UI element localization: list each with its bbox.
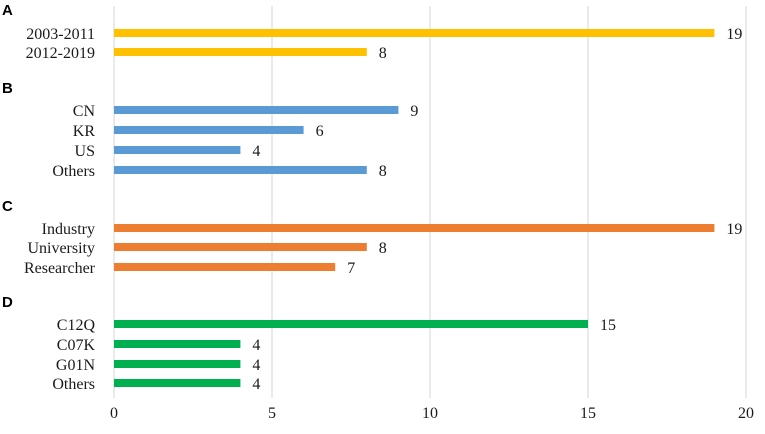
- bar: [114, 146, 241, 154]
- x-tick-label: 20: [738, 405, 754, 422]
- category-label: CN: [73, 103, 96, 120]
- category-label: Industry: [42, 221, 95, 238]
- bar: [114, 166, 367, 174]
- category-label: Others: [52, 376, 95, 393]
- value-label: 9: [410, 103, 418, 120]
- x-tick-label: 5: [268, 405, 276, 422]
- bar: [114, 106, 399, 114]
- x-tick-label: 10: [422, 405, 438, 422]
- bar: [114, 126, 304, 134]
- bar: [114, 48, 367, 56]
- category-label: 2003-2011: [26, 26, 95, 43]
- panel-letter: C: [2, 198, 13, 215]
- category-label: Researcher: [24, 260, 96, 277]
- value-label: 6: [316, 123, 324, 140]
- x-tick-label: 0: [110, 405, 118, 422]
- value-label: 8: [379, 240, 387, 257]
- value-label: 8: [379, 45, 387, 62]
- category-label: G01N: [56, 357, 96, 374]
- category-label: US: [75, 143, 95, 160]
- labels: A 2003-2011 19 2012-2019 8 B CN 9 KR 6 US 4 Others 8 C…: [2, 2, 742, 393]
- category-label: University: [27, 240, 95, 257]
- bar: [114, 320, 588, 328]
- bar: [114, 243, 367, 251]
- bars: [114, 29, 715, 387]
- x-tick-label: 15: [580, 405, 596, 422]
- bar: [114, 379, 241, 387]
- value-label: 4: [252, 357, 260, 374]
- value-label: 8: [379, 163, 387, 180]
- value-label: 15: [600, 317, 616, 334]
- bar: [114, 360, 241, 368]
- value-label: 7: [347, 260, 355, 277]
- category-label: Others: [52, 163, 95, 180]
- x-axis: 0 5 10 15 20: [110, 405, 754, 422]
- bar: [114, 263, 336, 271]
- panel-letter: D: [2, 294, 13, 311]
- value-label: 19: [726, 221, 742, 238]
- bar: [114, 340, 241, 348]
- category-label: C12Q: [57, 317, 96, 334]
- bar: [114, 29, 715, 37]
- value-label: 4: [252, 376, 260, 393]
- category-label: KR: [73, 123, 96, 140]
- gridlines: [113, 6, 747, 398]
- value-label: 4: [252, 337, 260, 354]
- category-label: C07K: [57, 337, 96, 354]
- category-label: 2012-2019: [26, 45, 95, 62]
- panel-letter: B: [2, 80, 13, 97]
- bar: [114, 224, 715, 232]
- value-label: 4: [252, 143, 260, 160]
- panel-letter: A: [2, 2, 13, 19]
- value-label: 19: [726, 26, 742, 43]
